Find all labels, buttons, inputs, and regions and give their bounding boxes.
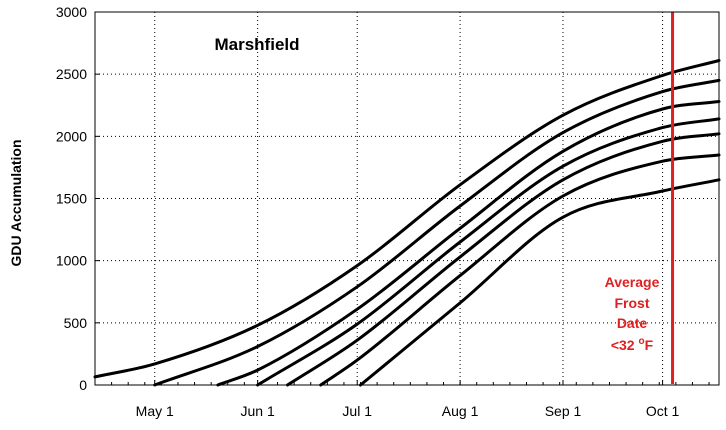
series-line-5 [286,132,721,387]
series-line-6 [319,153,721,387]
chart-title: Marshfield [214,35,299,54]
x-tick-label-3: Aug 1 [442,403,479,419]
y-tick-label-2500: 2500 [56,66,87,82]
x-tick-label-5: Oct 1 [646,403,680,419]
series-line-7 [359,178,721,387]
frost-label-line-2: Frost [615,295,650,311]
y-tick-label-3000: 3000 [56,4,87,20]
x-tick-label-4: Sep 1 [545,403,582,419]
y-tick-label-2000: 2000 [56,128,87,144]
series-line-1 [93,59,721,379]
series-line-4 [256,117,721,387]
series-layer [93,59,721,387]
y-tick-label-0: 0 [79,377,87,393]
frost-label-unit: F [645,337,654,353]
y-tick-label-500: 500 [64,315,88,331]
y-tick-label-1000: 1000 [56,253,87,269]
series-line-2 [153,78,721,387]
x-tick-label-2: Jul 1 [342,403,372,419]
frost-label-line-1: Average [605,274,660,290]
y-tick-label-1500: 1500 [56,191,87,207]
frost-label-less-than: <32 [611,337,639,353]
y-axis-title: GDU Accumulation [8,139,24,266]
x-tick-label-1: Jun 1 [241,403,275,419]
frost-label-line-4: <32 oF [611,336,654,353]
frost-label-line-3: Date [617,315,648,331]
axis-layer: 0 500 1000 1500 2000 2500 3000 May 1 Jun 1 Jul 1 A… [56,4,710,419]
x-tick-label-0: May 1 [136,403,174,419]
series-line-3 [216,100,721,387]
frost-label-degree-symbol: o [638,336,644,347]
